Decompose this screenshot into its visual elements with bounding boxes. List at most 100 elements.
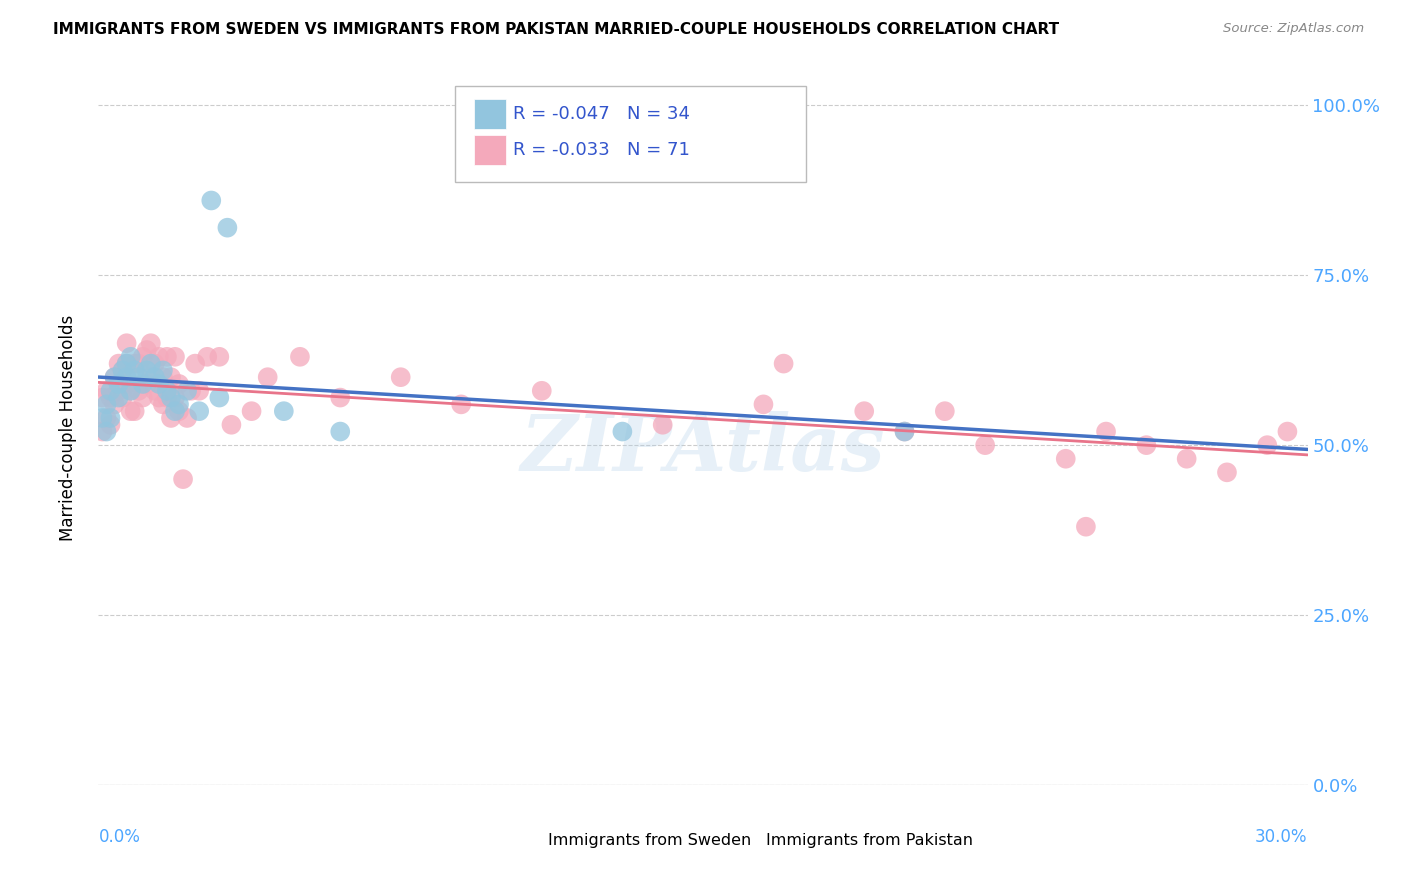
Point	[1074, 519, 1097, 533]
Point	[152, 370, 174, 384]
Point	[389, 370, 412, 384]
Point	[450, 397, 472, 411]
Point	[217, 220, 239, 235]
Point	[103, 370, 125, 384]
Point	[167, 397, 190, 411]
Text: 0.0%: 0.0%	[98, 828, 141, 846]
Point	[143, 357, 166, 371]
Point	[120, 350, 142, 364]
Text: 30.0%: 30.0%	[1256, 828, 1308, 846]
Point	[176, 384, 198, 398]
Point	[100, 391, 122, 405]
Point	[103, 370, 125, 384]
Point	[91, 411, 114, 425]
Point	[135, 363, 157, 377]
Point	[1175, 451, 1198, 466]
Point	[100, 384, 122, 398]
Text: R = -0.047   N = 34: R = -0.047 N = 34	[513, 105, 690, 123]
FancyBboxPatch shape	[508, 828, 543, 858]
Point	[124, 357, 146, 371]
Point	[152, 397, 174, 411]
Point	[91, 425, 114, 439]
Point	[273, 404, 295, 418]
Point	[103, 397, 125, 411]
Point	[195, 350, 218, 364]
Point	[139, 336, 162, 351]
Point	[115, 370, 138, 384]
Point	[100, 417, 122, 432]
Point	[156, 350, 179, 364]
Point	[208, 350, 231, 364]
FancyBboxPatch shape	[724, 828, 759, 858]
Point	[893, 425, 915, 439]
Point	[148, 376, 170, 391]
Point	[160, 411, 183, 425]
Point	[120, 404, 142, 418]
Point	[188, 384, 211, 398]
Point	[111, 363, 134, 377]
Point	[96, 411, 118, 425]
Point	[115, 336, 138, 351]
Point	[172, 472, 194, 486]
Point	[128, 370, 150, 384]
Text: Immigrants from Sweden: Immigrants from Sweden	[548, 833, 751, 848]
Point	[107, 391, 129, 405]
Point	[974, 438, 997, 452]
Point	[329, 425, 352, 439]
Point	[139, 370, 162, 384]
Point	[135, 343, 157, 357]
Point	[132, 350, 155, 364]
Point	[612, 425, 634, 439]
Point	[124, 404, 146, 418]
Point	[143, 384, 166, 398]
Point	[128, 357, 150, 371]
Point	[120, 384, 142, 398]
Point	[893, 425, 915, 439]
Point	[107, 357, 129, 371]
Point	[124, 363, 146, 377]
Point	[934, 404, 956, 418]
Point	[132, 391, 155, 405]
Point	[132, 376, 155, 391]
Point	[176, 411, 198, 425]
Text: ZIPAtlas: ZIPAtlas	[520, 411, 886, 488]
Point	[1095, 425, 1118, 439]
Y-axis label: Married-couple Households: Married-couple Households	[59, 315, 77, 541]
Point	[163, 404, 186, 418]
Point	[120, 384, 142, 398]
Point	[188, 404, 211, 418]
Point	[167, 376, 190, 391]
Point	[128, 384, 150, 398]
Point	[530, 384, 553, 398]
FancyBboxPatch shape	[474, 99, 506, 129]
Point	[772, 357, 794, 371]
Point	[152, 363, 174, 377]
Point	[107, 384, 129, 398]
Point	[156, 391, 179, 405]
Point	[107, 376, 129, 391]
Point	[221, 417, 243, 432]
Point	[96, 384, 118, 398]
Point	[752, 397, 775, 411]
Point	[167, 404, 190, 418]
FancyBboxPatch shape	[474, 135, 506, 165]
Text: Source: ZipAtlas.com: Source: ZipAtlas.com	[1223, 22, 1364, 36]
Point	[115, 376, 138, 391]
Point	[91, 391, 114, 405]
Point	[288, 350, 311, 364]
Point	[160, 391, 183, 405]
Point	[100, 411, 122, 425]
Point	[853, 404, 876, 418]
Text: R = -0.033   N = 71: R = -0.033 N = 71	[513, 141, 690, 159]
Point	[148, 350, 170, 364]
FancyBboxPatch shape	[456, 86, 806, 182]
Point	[184, 357, 207, 371]
Point	[1256, 438, 1278, 452]
Point	[111, 363, 134, 377]
Point	[256, 370, 278, 384]
Point	[160, 370, 183, 384]
Point	[156, 384, 179, 398]
Point	[200, 194, 222, 208]
Point	[163, 350, 186, 364]
Point	[96, 425, 118, 439]
